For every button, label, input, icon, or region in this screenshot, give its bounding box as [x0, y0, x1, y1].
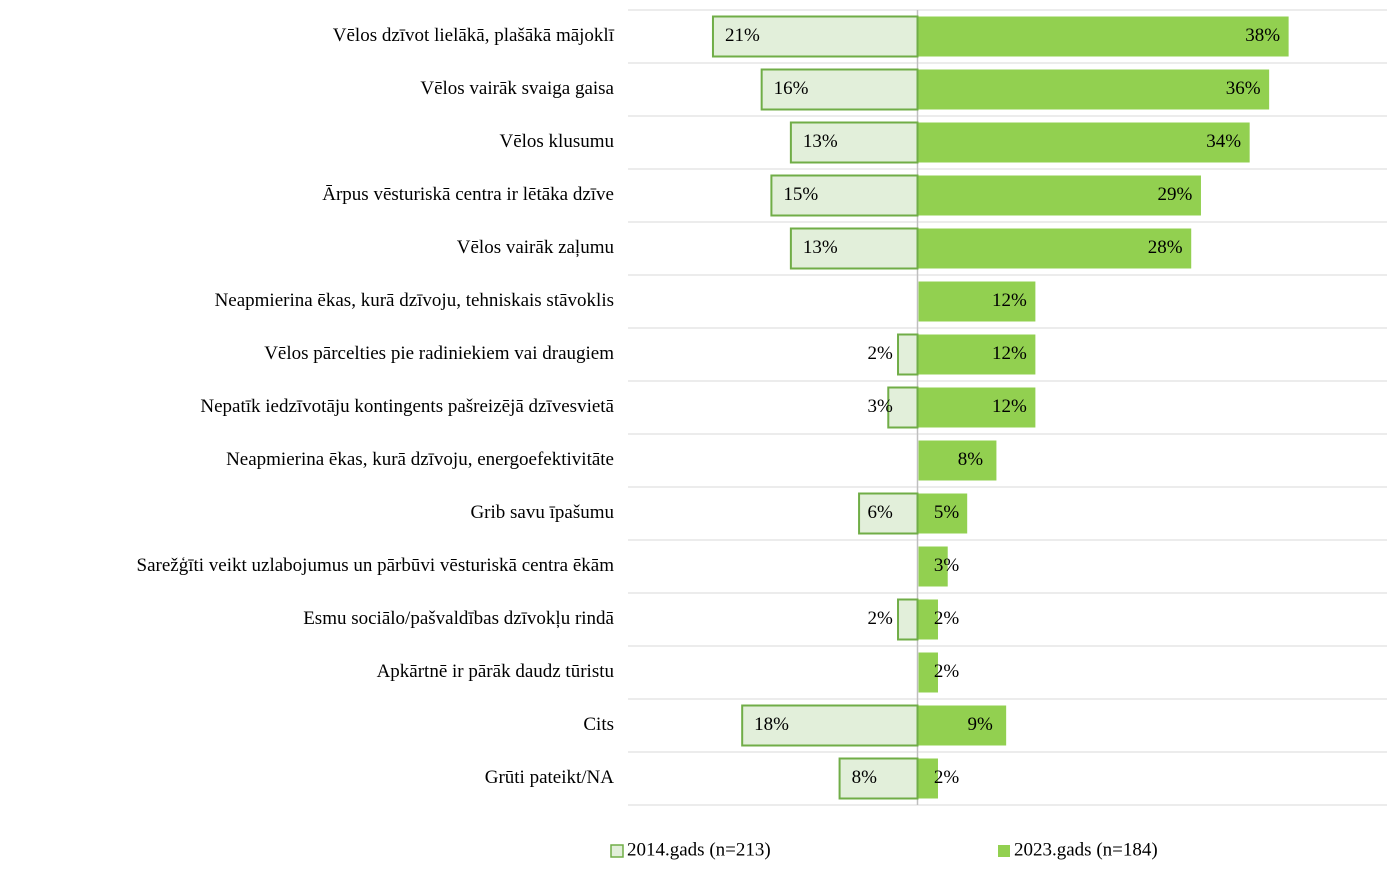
category-label: Ārpus vēsturiskā centra ir lētāka dzīve [322, 184, 614, 205]
data-label: 12% [992, 290, 1027, 311]
bar [918, 705, 1007, 746]
data-label: 3% [868, 396, 894, 417]
bar [838, 757, 919, 800]
data-label: 34% [1206, 131, 1241, 152]
data-label: 16% [774, 78, 809, 99]
legend-swatch [610, 844, 624, 858]
data-label: 29% [1158, 184, 1193, 205]
data-label: 12% [992, 396, 1027, 417]
bar [918, 281, 1036, 322]
bar [789, 227, 919, 270]
bar [858, 492, 919, 535]
bar [741, 704, 919, 747]
data-label: 6% [868, 502, 894, 523]
data-label: 13% [803, 237, 838, 258]
data-label: 5% [934, 502, 960, 523]
bar [918, 387, 1036, 428]
data-label: 36% [1226, 78, 1261, 99]
bar [918, 334, 1036, 375]
legend-label: 2023.gads (n=184) [1014, 839, 1158, 860]
bar [918, 493, 968, 534]
category-label: Cits [583, 714, 614, 735]
category-label: Apkārtnē ir pārāk daudz tūristu [377, 661, 615, 682]
category-label: Grūti pateikt/NA [485, 767, 615, 788]
data-label: 8% [852, 767, 878, 788]
data-label: 2% [868, 343, 894, 364]
data-label: 21% [725, 25, 760, 46]
bar [918, 16, 1289, 57]
category-label: Neapmierina ēkas, kurā dzīvoju, tehniska… [215, 290, 614, 311]
data-label: 18% [754, 714, 789, 735]
category-label: Vēlos vairāk svaiga gaisa [420, 78, 614, 99]
data-label: 2% [934, 661, 960, 682]
bar [918, 758, 938, 799]
bar [918, 546, 948, 587]
bar [760, 68, 919, 111]
category-label: Vēlos klusumu [499, 131, 614, 152]
bar [897, 598, 919, 641]
data-label: 38% [1245, 25, 1280, 46]
data-label: 2% [934, 767, 960, 788]
bar [918, 228, 1192, 269]
legend-swatch [998, 845, 1010, 857]
data-label: 12% [992, 343, 1027, 364]
category-label: Nepatīk iedzīvotāju kontingents pašreizē… [200, 396, 614, 417]
bar [770, 174, 919, 217]
data-label: 3% [934, 555, 960, 576]
category-label: Vēlos pārcelties pie radiniekiem vai dra… [264, 343, 614, 364]
bar [918, 122, 1250, 163]
data-label: 9% [967, 714, 993, 735]
data-label: 8% [958, 449, 984, 470]
category-label: Vēlos dzīvot lielākā, plašākā mājoklī [333, 25, 615, 46]
data-label: 2% [934, 608, 960, 629]
category-label: Vēlos vairāk zaļumu [457, 237, 615, 258]
category-label: Neapmierina ēkas, kurā dzīvoju, energoef… [226, 449, 614, 470]
data-label: 15% [783, 184, 818, 205]
data-label: 28% [1148, 237, 1183, 258]
bar [918, 652, 938, 693]
legend-label: 2014.gads (n=213) [627, 839, 771, 860]
bar [897, 333, 919, 376]
bar [918, 440, 997, 481]
data-label: 13% [803, 131, 838, 152]
bar [887, 386, 919, 429]
data-label: 2% [868, 608, 894, 629]
bar [789, 121, 919, 164]
category-label: Sarežģīti veikt uzlabojumus un pārbūvi v… [137, 555, 615, 576]
bar [918, 69, 1270, 110]
bar [918, 599, 938, 640]
bar [711, 15, 919, 58]
category-label: Esmu sociālo/pašvaldības dzīvokļu rindā [303, 608, 614, 629]
bar [918, 175, 1201, 216]
category-label: Grib savu īpašumu [470, 502, 614, 523]
